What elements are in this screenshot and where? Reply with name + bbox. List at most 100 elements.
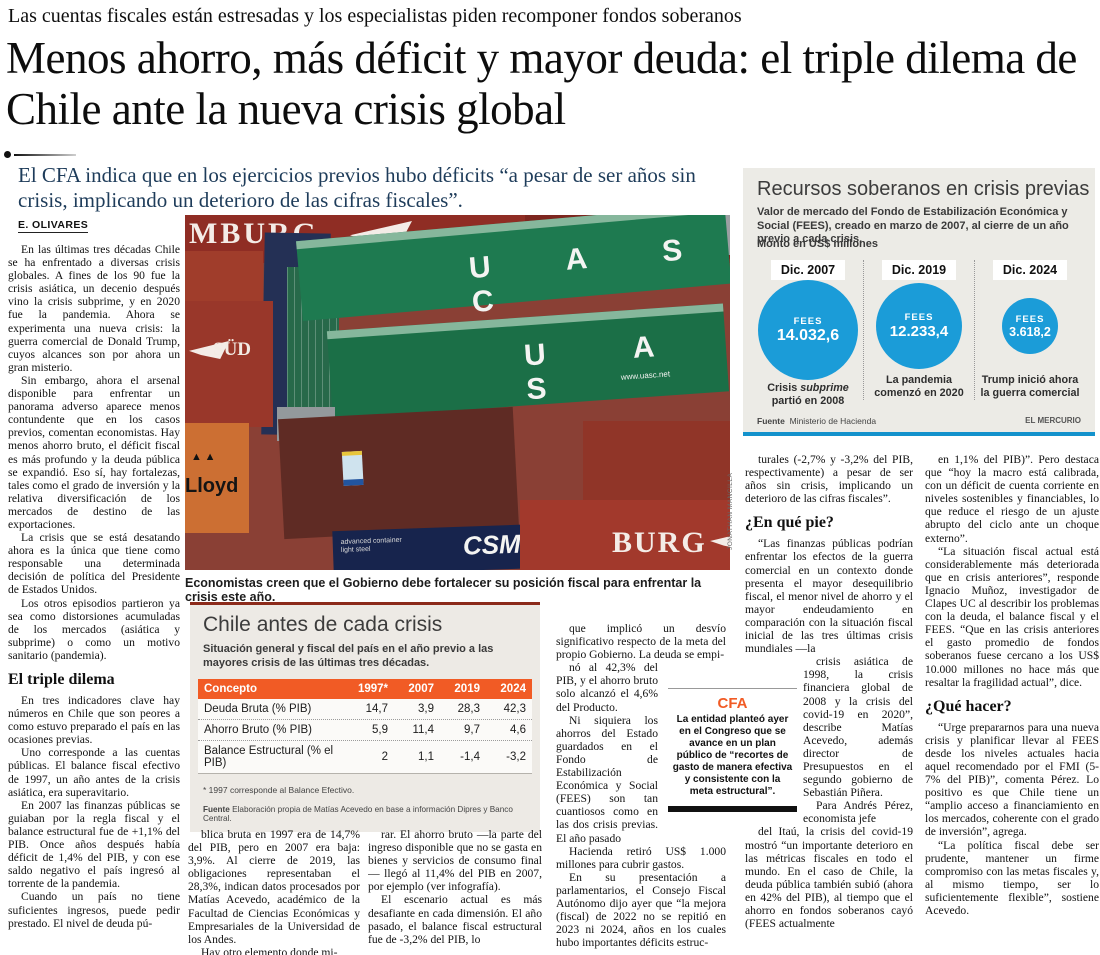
- subheadline: El CFA indica que en los ejercicios prev…: [18, 163, 696, 212]
- section-heading-que-hacer: ¿Qué hacer?: [925, 697, 1012, 715]
- paragraph: En 2007 las finanzas públicas se guiaban…: [8, 798, 180, 891]
- table-card-chile-crisis: Chile antes de cada crisis Situación gen…: [190, 602, 540, 832]
- paragraph: Cuando un país no tiene suficientes ingr…: [8, 890, 180, 930]
- infographic-columns: Dic. 2007 FEES 14.032,6 Crisis subprime …: [753, 260, 1085, 407]
- paragraph: “Urge prepararnos para una nueva crisis …: [925, 720, 1099, 839]
- paragraph: “Las finanzas públicas podrían enfrentar…: [745, 537, 913, 656]
- byline: E. OLIVARES: [18, 219, 89, 233]
- container-hapag-lloyd: ▲ ▲ Lloyd: [185, 423, 249, 533]
- container-hamburg-sud: SÜD: [185, 301, 273, 427]
- article-column-4: que implicó un desvío significativo resp…: [556, 622, 726, 955]
- text-wrap-around-cfa: nó al 42,3% del PIB, y el ahorro bruto s…: [556, 661, 658, 844]
- table-source: Fuente Elaboración propia de Matías Acev…: [203, 805, 513, 823]
- paragraph: En las últimas tres décadas Chile se ha …: [8, 243, 180, 374]
- paragraph: del Itaú, la crisis del covid-19 mostró …: [745, 825, 913, 931]
- container-hamburg-bottomright: BURG: [520, 500, 730, 570]
- table-row: Ahorro Bruto (% PIB) 5,9 11,4 9,7 4,6: [198, 720, 532, 741]
- sud-label: SÜD: [213, 339, 252, 360]
- infographic-subtitle: Valor de mercado del Fondo de Estabiliza…: [757, 206, 1069, 245]
- paragraph: “La política fiscal debe ser prudente, m…: [925, 838, 1099, 917]
- paragraph: Para Andrés Pérez, economista jefe: [803, 799, 913, 826]
- paragraph: La crisis que se está desatando ahora es…: [8, 531, 180, 597]
- cfa-pull-box: CFA La entidad planteó ayer en el Congre…: [668, 688, 797, 812]
- paragraph: Sin embargo, ahora el arsenal disponible…: [8, 373, 180, 531]
- fees-value: 3.618,2: [1009, 324, 1051, 339]
- fees-label: FEES: [793, 315, 823, 327]
- headline-rule-dot: [4, 151, 11, 158]
- paragraph: Hacienda retiró US$ 1.000 millones para …: [556, 844, 726, 871]
- paragraph: rar. El ahorro bruto —la parte del ingre…: [368, 828, 542, 894]
- table-title: Chile antes de cada crisis: [203, 613, 443, 636]
- paragraph: “La situación fiscal actual está conside…: [925, 544, 1099, 689]
- infographic-item-2007: Dic. 2007 FEES 14.032,6 Crisis subprime …: [753, 260, 864, 407]
- paragraph: El escenario actual es más desafiante en…: [368, 893, 542, 946]
- table-row: Balance Estructural (% el PIB) 2 1,1 -1,…: [198, 741, 532, 774]
- container-uasc-lower: U A S www.uasc.net: [326, 303, 730, 419]
- text-wrap-around-cfa: crisis asiática de 1998, la crisis finan…: [803, 655, 913, 825]
- photo-credit: JONATHAN MANCILLA: [727, 472, 734, 550]
- date-label: Dic. 2007: [770, 260, 846, 280]
- paragraph: que implicó un desvío significativo resp…: [556, 622, 726, 662]
- uas-letters: U A S: [522, 327, 695, 407]
- cfa-box-text: La entidad planteó ayer en el Congreso q…: [672, 714, 793, 797]
- paragraph: En tres indicadores clave hay números en…: [8, 694, 180, 747]
- bubble-zone: FEES 12.233,4: [876, 280, 962, 372]
- paragraph: Ni siquiera los ahorros del Estado guard…: [556, 713, 658, 845]
- article-column-3: rar. El ahorro bruto —la parte del ingre…: [368, 828, 542, 955]
- bubble-caption: Trump inició ahora la guerra comercial: [980, 374, 1080, 399]
- fees-bubble-2007: FEES 14.032,6: [758, 280, 858, 380]
- infographic-item-2019: Dic. 2019 FEES 12.233,4 La pandemia comen…: [864, 260, 975, 400]
- infographic-title: Recursos soberanos en crisis previas: [757, 178, 1090, 200]
- steel-note-label: advanced container light steel: [340, 536, 402, 554]
- infographic-sovereign-funds: Recursos soberanos en crisis previas Val…: [743, 168, 1095, 436]
- cfa-box-title: CFA: [717, 695, 748, 712]
- csm-logo: CSM: [462, 528, 522, 561]
- bubble-zone: FEES 3.618,2: [1002, 280, 1058, 372]
- article-column-6: en 1,1% del PIB)”. Pero destaca que “hoy…: [925, 453, 1099, 955]
- container-maroon-center: [278, 406, 519, 540]
- bubble-caption: Crisis subprime partió en 2008: [767, 382, 849, 407]
- lloyd-label: Lloyd: [185, 475, 239, 497]
- fees-bubble-2024: FEES 3.618,2: [1002, 298, 1058, 354]
- infographic-unit-note: Monto en US$ millones: [757, 238, 879, 250]
- article-column-1: En las últimas tres décadas Chile se ha …: [8, 243, 180, 955]
- shipping-line-flag-logo: [341, 450, 364, 486]
- infographic-bottom-bar: [743, 432, 1095, 436]
- paragraph: en 1,1% del PIB)”. Pero destaca que “hoy…: [925, 453, 1099, 545]
- fees-label: FEES: [1015, 313, 1045, 325]
- paragraph: En su presentación a parlamentarios, el …: [556, 870, 726, 950]
- article-column-2: blica bruta en 1997 era de 14,7% del PIB…: [188, 828, 360, 955]
- article-column-5: turales (-2,7% y -3,2% del PIB, respecti…: [745, 453, 913, 955]
- warning-triangle-icon: ▲ ▲: [191, 451, 216, 463]
- paragraph: Uno corresponde a las cuentas públicas. …: [8, 746, 180, 799]
- paragraph: turales (-2,7% y -3,2% del PIB, respecti…: [745, 453, 913, 506]
- infographic-item-2024: Dic. 2024 FEES 3.618,2 Trump inició ahor…: [975, 260, 1085, 400]
- containers-photo: MBURG U A S C U A S www.uasc.net SÜD ▲ ▲…: [185, 215, 730, 570]
- photo-caption: Economistas creen que el Gobierno debe f…: [185, 576, 702, 604]
- table-header-row: Concepto 1997* 2007 2019 2024: [198, 679, 532, 699]
- table-row: Deuda Bruta (% PIB) 14,7 3,9 28,3 42,3: [198, 699, 532, 720]
- headline: Menos ahorro, más déficit y mayor deuda:…: [6, 33, 1077, 134]
- bubble-caption: La pandemia comenzó en 2020: [874, 374, 964, 399]
- date-label: Dic. 2019: [881, 260, 957, 280]
- headline-rule-line: [14, 154, 76, 156]
- infographic-source: Fuente Ministerio de Hacienda EL MERCURI…: [757, 416, 1081, 426]
- table-subtitle: Situación general y fiscal del país en e…: [203, 643, 494, 669]
- kicker: Las cuentas fiscales están estresadas y …: [8, 5, 742, 27]
- paragraph: crisis asiática de 1998, la crisis finan…: [803, 655, 913, 800]
- date-label: Dic. 2024: [992, 260, 1068, 280]
- burg-label: BURG: [612, 526, 707, 559]
- fees-value: 14.032,6: [776, 326, 840, 344]
- table-footnote: * 1997 corresponde al Balance Efectivo.: [203, 785, 355, 795]
- data-table: Concepto 1997* 2007 2019 2024 Deuda Brut…: [198, 679, 532, 774]
- fees-value: 12.233,4: [889, 323, 949, 340]
- section-heading-en-que-pie: ¿En qué pie?: [745, 514, 834, 532]
- brand-label: EL MERCURIO: [1025, 416, 1081, 425]
- container-red-rightmid: [583, 421, 730, 503]
- bubble-zone: FEES 14.032,6: [758, 280, 858, 380]
- paragraph: blica bruta en 1997 era de 14,7% del PIB…: [188, 828, 360, 946]
- paragraph: Los otros episodios partieron ya sea com…: [8, 596, 180, 662]
- paragraph: Hay otro elemento donde mi-: [201, 945, 338, 955]
- container-red-left: [185, 251, 263, 301]
